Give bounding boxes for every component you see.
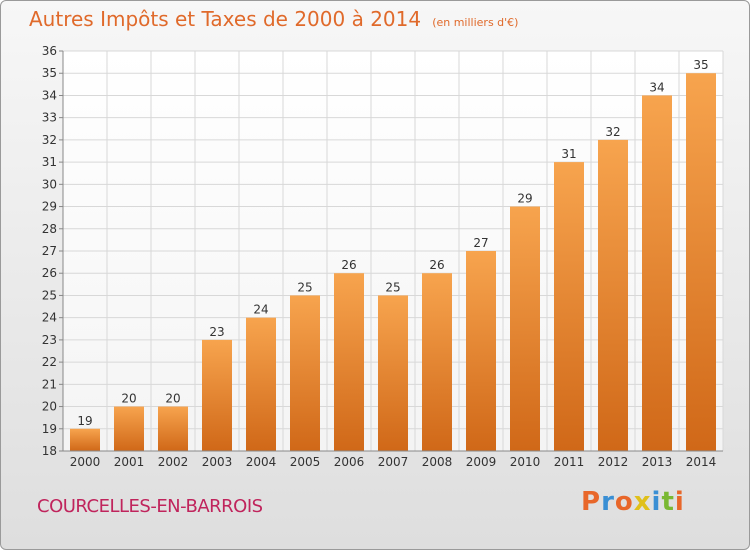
bar <box>202 339 232 451</box>
y-tick-label: 20 <box>42 400 57 414</box>
x-tick-label: 2007 <box>378 455 409 469</box>
data-label: 31 <box>561 147 576 161</box>
bar <box>246 317 276 451</box>
axes: 18 19 20 21 22 23 24 25 26 27 28 29 30 31 32 33 34 35 36 20… <box>42 44 723 469</box>
bar <box>422 273 452 451</box>
logo-letter: o <box>614 487 634 517</box>
data-label: 29 <box>517 192 532 206</box>
x-tick-label: 2006 <box>334 455 365 469</box>
bar <box>378 295 408 451</box>
x-tick-label: 2003 <box>202 455 233 469</box>
bars <box>70 73 716 451</box>
y-tick-label: 25 <box>42 288 57 302</box>
data-label: 32 <box>605 125 620 139</box>
y-tick-label: 30 <box>42 177 57 191</box>
bar <box>554 162 584 451</box>
data-label: 26 <box>341 258 356 272</box>
logo-letter: r <box>601 487 615 517</box>
bar <box>334 273 364 451</box>
logo-letter: i <box>651 487 662 517</box>
bar <box>510 206 540 451</box>
y-tick-label: 31 <box>42 155 57 169</box>
bar <box>158 406 188 451</box>
data-label: 24 <box>253 303 268 317</box>
logo-letter: i <box>674 487 685 517</box>
y-tick-label: 29 <box>42 200 57 214</box>
bar <box>70 428 100 451</box>
data-label: 20 <box>121 392 136 406</box>
x-tick-label: 2012 <box>598 455 629 469</box>
data-label: 19 <box>77 414 92 428</box>
chart-title: Autres Impôts et Taxes de 2000 à 2014 <box>29 7 422 31</box>
bar <box>598 139 628 451</box>
value-labels: 19 20 20 23 24 25 26 25 26 27 29 31 32 34 35 <box>77 58 708 428</box>
logo-letter: t <box>661 487 675 517</box>
data-label: 20 <box>165 392 180 406</box>
y-tick-label: 35 <box>42 66 57 80</box>
y-tick-label: 22 <box>42 355 57 369</box>
y-tick-label: 26 <box>42 266 57 280</box>
x-tick-label: 2004 <box>246 455 277 469</box>
y-tick-label: 32 <box>42 133 57 147</box>
chart-subtitle: (en milliers d'€) <box>432 16 519 29</box>
logo-letter: x <box>633 487 652 517</box>
x-tick-label: 2001 <box>114 455 145 469</box>
x-tick-label: 2014 <box>686 455 717 469</box>
x-tick-label: 2002 <box>158 455 189 469</box>
data-label: 25 <box>297 280 312 294</box>
data-label: 34 <box>649 80 664 94</box>
bar <box>114 406 144 451</box>
x-tick-label: 2013 <box>642 455 673 469</box>
y-tick-label: 24 <box>42 311 57 325</box>
x-tick-label: 2011 <box>554 455 585 469</box>
y-tick-label: 18 <box>42 444 57 458</box>
proxiti-logo: Proxiti <box>581 487 685 517</box>
data-label: 26 <box>429 258 444 272</box>
y-tick-label: 23 <box>42 333 57 347</box>
x-tick-label: 2010 <box>510 455 541 469</box>
bar <box>642 95 672 451</box>
x-tick-label: 2005 <box>290 455 321 469</box>
x-tick-label: 2008 <box>422 455 453 469</box>
data-label: 23 <box>209 325 224 339</box>
y-tick-label: 33 <box>42 111 57 125</box>
title-row: Autres Impôts et Taxes de 2000 à 2014 (e… <box>29 7 518 31</box>
bar <box>290 295 320 451</box>
municipality-name: COURCELLES-EN-BARROIS <box>37 496 263 517</box>
y-tick-label: 27 <box>42 244 57 258</box>
y-tick-label: 19 <box>42 422 57 436</box>
data-label: 25 <box>385 280 400 294</box>
bar <box>466 251 496 451</box>
x-tick-label: 2000 <box>70 455 101 469</box>
data-label: 27 <box>473 236 488 250</box>
x-tick-label: 2009 <box>466 455 497 469</box>
y-tick-label: 28 <box>42 222 57 236</box>
y-tick-label: 34 <box>42 88 57 102</box>
y-tick-label: 36 <box>42 44 57 58</box>
bar <box>686 73 716 451</box>
logo-letter: P <box>581 487 602 517</box>
y-tick-label: 21 <box>42 377 57 391</box>
data-label: 35 <box>693 58 708 72</box>
